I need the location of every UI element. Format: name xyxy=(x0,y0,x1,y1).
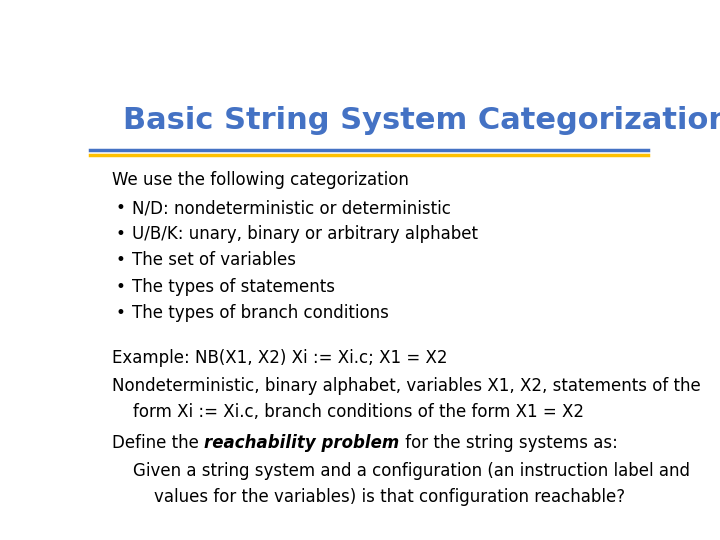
Text: •: • xyxy=(115,199,125,217)
Text: Nondeterministic, binary alphabet, variables X1, X2, statements of the: Nondeterministic, binary alphabet, varia… xyxy=(112,377,701,395)
Text: The types of branch conditions: The types of branch conditions xyxy=(132,304,389,322)
Text: The types of statements: The types of statements xyxy=(132,278,335,296)
Text: Define the: Define the xyxy=(112,434,204,452)
Text: N/D: nondeterministic or deterministic: N/D: nondeterministic or deterministic xyxy=(132,199,451,217)
Text: U/B/K: unary, binary or arbitrary alphabet: U/B/K: unary, binary or arbitrary alphab… xyxy=(132,225,478,244)
Text: values for the variables) is that configuration reachable?: values for the variables) is that config… xyxy=(112,488,626,506)
Text: •: • xyxy=(115,252,125,269)
Text: We use the following categorization: We use the following categorization xyxy=(112,171,409,189)
Text: •: • xyxy=(115,225,125,244)
Text: Given a string system and a configuration (an instruction label and: Given a string system and a configuratio… xyxy=(112,462,690,480)
Text: •: • xyxy=(115,278,125,296)
Text: Basic String System Categorization: Basic String System Categorization xyxy=(124,106,720,136)
Text: reachability problem: reachability problem xyxy=(204,434,400,452)
Text: The set of variables: The set of variables xyxy=(132,252,296,269)
Text: for the string systems as:: for the string systems as: xyxy=(400,434,618,452)
Text: form Xi := Xi.c, branch conditions of the form X1 = X2: form Xi := Xi.c, branch conditions of th… xyxy=(112,403,585,421)
Text: •: • xyxy=(115,304,125,322)
Text: Example: NB(X1, X2) Xi := Xi.c; X1 = X2: Example: NB(X1, X2) Xi := Xi.c; X1 = X2 xyxy=(112,349,448,367)
